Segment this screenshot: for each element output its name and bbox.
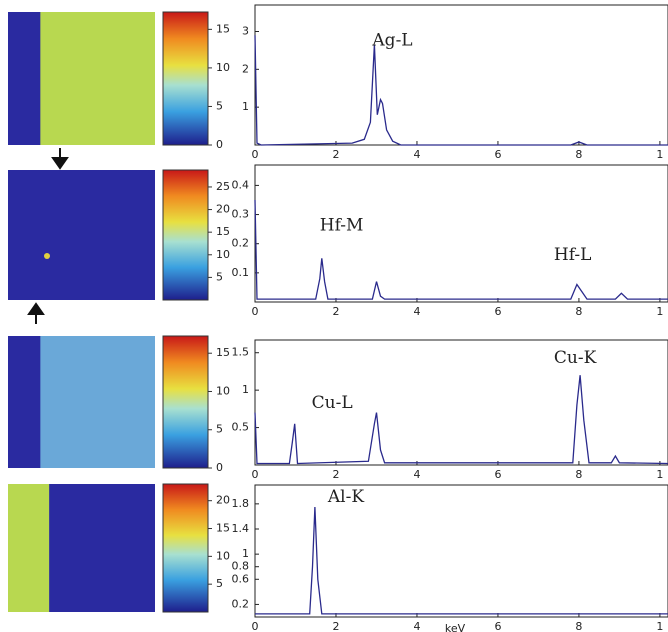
y-tick-label: 0.8 [232,560,250,573]
y-tick-label: 0.6 [232,572,250,585]
colorbar-tick-label: 10 [216,248,230,261]
colorbar-tick-label: 20 [216,494,230,507]
colorbar [162,483,209,613]
colorbar-tick-label: 15 [216,225,230,238]
x-tick-label: 2 [332,468,339,481]
x-tick-label: 6 [494,305,501,318]
y-tick-label: 0.2 [232,237,250,250]
colorbar [162,11,209,146]
colorbar-tick-label: 0 [216,461,223,474]
map-region [8,170,155,300]
y-tick-label: 0.4 [232,178,250,191]
plot-area [254,4,668,146]
y-tick-label: 1.4 [232,522,250,535]
x-tick-label: 1 [656,468,663,481]
x-tick-label: 6 [494,468,501,481]
peak-label: Cu-L [312,393,353,413]
spectrum [254,35,668,146]
colorbar-tick-label: 5 [216,270,223,283]
peak-label: Al-K [327,487,364,507]
colorbar [162,335,209,469]
x-tick-label: 0 [252,620,259,632]
y-tick-label: 0.5 [232,421,250,434]
y-tick-label: 3 [242,24,249,37]
x-tick-label: 2 [332,620,339,632]
colorbar-tick-label: 5 [216,577,223,590]
x-tick-label: 4 [413,148,420,161]
x-tick-label: 8 [575,148,582,161]
spectrum [255,506,668,615]
x-tick-label: 2 [332,148,339,161]
map-region [8,484,50,612]
y-tick-label: 1 [242,547,249,560]
x-axis-label: keV [445,622,466,632]
peak-label: Ag-L [371,30,412,50]
map-spot [44,253,50,259]
x-tick-label: 0 [252,468,259,481]
x-tick-label: 6 [494,148,501,161]
colorbar-tick-label: 15 [216,346,230,359]
colorbar-tick-label: 15 [216,22,230,35]
colorbar-tick-label: 5 [216,99,223,112]
colorbar-tick-label: 20 [216,203,230,216]
peak-label: Hf-M [320,216,364,236]
y-tick-label: 1.8 [232,497,250,510]
map-region [8,12,41,145]
x-tick-label: 4 [413,620,420,632]
spectrum [254,375,668,465]
colorbar-tick-label: 25 [216,180,230,193]
x-tick-label: 8 [575,305,582,318]
x-tick-label: 1 [656,148,663,161]
y-tick-label: 0.2 [232,597,250,610]
colorbar-tick-label: 10 [216,384,230,397]
x-tick-label: 0 [252,148,259,161]
plot-area [254,484,668,618]
x-tick-label: 8 [575,468,582,481]
y-tick-label: 1.5 [232,346,250,359]
x-tick-label: 4 [413,305,420,318]
plot-area [254,164,668,303]
x-tick-label: 0 [252,305,259,318]
y-tick-label: 0.1 [232,266,250,279]
peak-label: Hf-L [554,245,592,265]
colorbar-tick-label: 10 [216,549,230,562]
y-tick-label: 1 [242,383,249,396]
x-tick-label: 6 [494,620,501,632]
y-tick-label: 2 [242,62,249,75]
colorbar-tick-label: 0 [216,138,223,151]
arrows [27,148,69,324]
map-region [8,336,41,468]
y-tick-label: 0.3 [232,208,250,221]
x-tick-label: 1 [656,620,663,632]
plot-area [254,339,668,466]
colorbar-tick-label: 15 [216,522,230,535]
colorbar-tick-label: 5 [216,423,223,436]
colorbar-tick-label: 10 [216,61,230,74]
x-tick-label: 1 [656,305,663,318]
spectrum [254,199,668,300]
colorbar [162,169,209,301]
x-tick-label: 2 [332,305,339,318]
x-tick-label: 4 [413,468,420,481]
peak-label: Cu-K [554,348,597,368]
x-tick-label: 8 [575,620,582,632]
y-tick-label: 1 [242,100,249,113]
